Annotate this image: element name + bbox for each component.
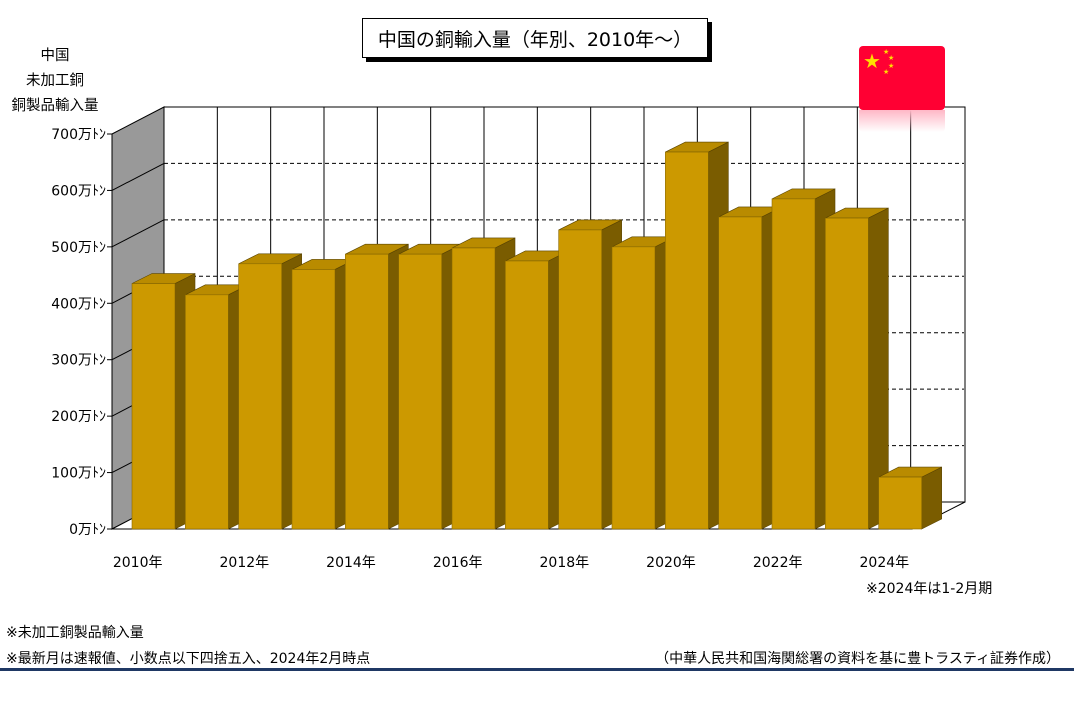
y-axis-label-line-3: 銅製品輸入量 [11,98,99,114]
bottom-rule [0,668,1074,671]
bar-front [238,263,282,530]
chart-title: 中国の銅輸入量（年別、2010年～） [362,18,708,58]
y-axis-label: 中国 未加工銅 銅製品輸入量 [0,44,110,119]
bar-front [345,253,389,530]
flag-reflection [859,110,945,132]
bar-front [558,229,602,530]
bar-front [185,294,229,530]
source-note: （中華人民共和国海関総署の資料を基に豊トラスティ証券作成） [655,651,1060,667]
bar-front [131,283,176,530]
y-tick-label: 0万ﾄﾝ [69,522,106,538]
china-flag-icon: ★ ★ ★ ★ ★ [859,46,945,110]
flag-small-star-icon: ★ [883,48,890,56]
x-tick-label: 2020年 [646,555,696,571]
x-tick-label: 2012年 [220,555,270,571]
y-tick-label: 700万ﾄﾝ [51,127,106,143]
bar-front [665,151,709,530]
x-tick-label: 2024年 [860,555,910,571]
y-axis-label-line-2: 未加工銅 [26,73,84,89]
bar [398,243,462,530]
flag-small-star-icon: ★ [888,54,895,62]
y-tick-label: 600万ﾄﾝ [51,183,106,199]
bar-front [291,269,336,530]
bar [558,219,622,530]
bar-front [718,216,762,530]
bar-front [771,198,816,530]
bar-front [825,217,869,530]
y-axis-label-line-1: 中国 [40,48,70,64]
y-tick-label: 500万ﾄﾝ [51,240,106,256]
footnote-2: ※最新月は速報値、小数点以下四捨五入、2024年2月時点 [6,651,371,667]
flag-big-star-icon: ★ [863,49,881,73]
bar-front [611,246,656,530]
x-tick-label: 2018年 [540,555,590,571]
y-tick-label: 100万ﾄﾝ [51,466,106,482]
bar [825,207,889,530]
flag-small-star-icon: ★ [888,62,895,70]
x-tick-label: 2022年 [753,555,803,571]
bar [291,258,356,530]
period-note: ※2024年は1-2月期 [866,581,993,597]
y-tick-label: 200万ﾄﾝ [51,409,106,425]
x-tick-label: 2014年 [326,555,376,571]
bar [665,141,729,530]
footnote-1: ※未加工銅製品輸入量 [6,625,144,641]
y-tick-label: 300万ﾄﾝ [51,353,106,369]
x-tick-label: 2016年 [433,555,483,571]
flag-small-star-icon: ★ [883,68,890,76]
bar-front [451,247,496,530]
bar-front [878,476,922,530]
y-tick-label: 400万ﾄﾝ [51,296,106,312]
wall-gridline [111,162,165,191]
x-tick-label: 2010年 [113,555,163,571]
bar-front [505,260,549,530]
wall-gridline [111,219,165,248]
bar [878,466,942,530]
bar-side [921,466,942,530]
bar-front [398,253,442,530]
